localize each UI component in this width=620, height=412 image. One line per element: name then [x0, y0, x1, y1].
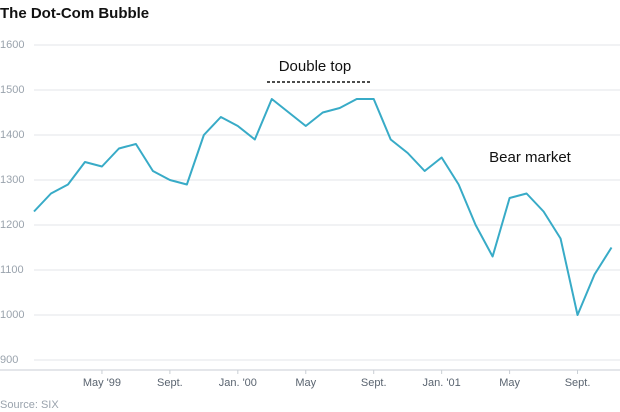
y-tick-label: 1200: [0, 219, 24, 231]
x-tick-label: Sept.: [157, 377, 183, 389]
x-tick-label: May: [295, 377, 316, 389]
x-tick-label: Jan. '00: [219, 377, 257, 389]
chart-title: The Dot-Com Bubble: [0, 5, 149, 22]
x-tick-label: Jan. '01: [423, 377, 461, 389]
x-tick-label: Sept.: [361, 377, 387, 389]
x-tick-label: Sept.: [565, 377, 591, 389]
annotation: Double top: [279, 58, 352, 75]
y-tick-label: 1000: [0, 309, 24, 321]
y-tick-label: 900: [0, 354, 18, 366]
line: [33, 98, 613, 316]
y-tick-label: 1100: [0, 264, 24, 276]
source: Source: SIX: [0, 399, 59, 411]
y-tick-label: 1500: [0, 84, 24, 96]
y-tick-label: 1400: [0, 129, 24, 141]
y-tick-label: 1600: [0, 39, 24, 51]
x-tick-label: May '99: [83, 377, 121, 389]
x-tick-label: May: [499, 377, 520, 389]
y-tick-label: 1300: [0, 174, 24, 186]
annotation: Bear market: [489, 149, 572, 166]
